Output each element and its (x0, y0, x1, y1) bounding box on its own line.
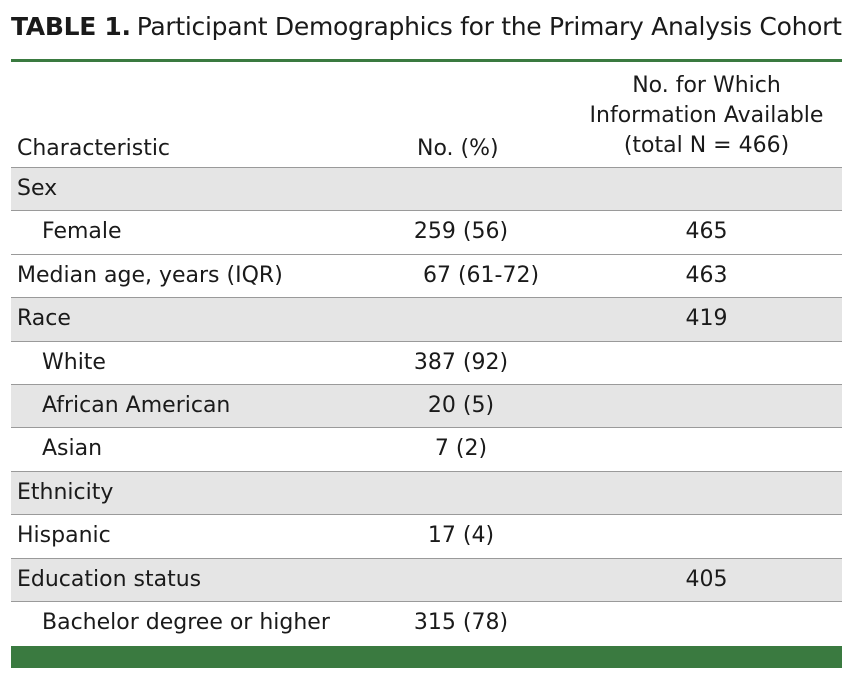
row-value: 7 (2) (434, 436, 488, 462)
row-label: White (42, 349, 106, 375)
row-label: African American (42, 392, 231, 418)
row-value: 259 (56) (413, 219, 509, 245)
table-row: African American 20 (5) (11, 383, 842, 428)
row-value: 67 (61-72) (422, 262, 540, 288)
row-available: 463 (685, 262, 728, 288)
row-label: Female (42, 219, 122, 245)
table-row: Median age, years (IQR) 67 (61-72) 463 (11, 253, 842, 297)
row-value: 20 (5) (427, 392, 495, 418)
row-value: 17 (4) (427, 523, 495, 549)
header-no-percent: No. (%) (417, 136, 499, 161)
row-label: Median age, years (IQR) (17, 262, 283, 288)
row-value: 315 (78) (413, 609, 509, 635)
row-value: 387 (92) (413, 349, 509, 375)
table-row: Bachelor degree or higher 315 (78) (11, 600, 842, 644)
header-info-line-1: No. for Which (632, 73, 781, 98)
row-label: Race (17, 306, 71, 332)
row-label: Sex (17, 176, 58, 201)
table-title: Participant Demographics for the Primary… (136, 12, 842, 41)
table-row: Asian 7 (2) (11, 427, 842, 470)
row-label: Education status (17, 566, 202, 592)
header-info-available: No. for Which Information Available (tot… (571, 71, 842, 161)
header-info-line-2: Information Available (589, 103, 824, 128)
row-available: 419 (685, 306, 728, 332)
table-body: Sex Female 259 (56) 465 Median age, year… (11, 167, 842, 644)
bottom-rule (11, 646, 842, 668)
table-row: Female 259 (56) 465 (11, 210, 842, 253)
top-rule (11, 59, 842, 62)
header-info-line-3: (total N = 466) (623, 133, 790, 158)
row-label: Hispanic (17, 523, 111, 549)
table-label: TABLE 1. (11, 12, 131, 41)
row-label: Ethnicity (17, 479, 114, 505)
table-row: Race 419 (11, 297, 842, 341)
row-available: 405 (685, 566, 728, 592)
table-row: Hispanic 17 (4) (11, 514, 842, 557)
row-available: 465 (685, 219, 728, 245)
table-row: Sex (11, 167, 842, 211)
table-row: Ethnicity (11, 470, 842, 515)
table-row: White 387 (92) (11, 340, 842, 384)
table-caption: TABLE 1. Participant Demographics for the… (11, 12, 842, 41)
row-label: Asian (42, 436, 103, 462)
row-label: Bachelor degree or higher (42, 609, 330, 635)
table-header: Characteristic No. (%) No. for Which Inf… (11, 62, 842, 167)
table-row: Education status 405 (11, 557, 842, 601)
header-characteristic: Characteristic (17, 136, 171, 161)
